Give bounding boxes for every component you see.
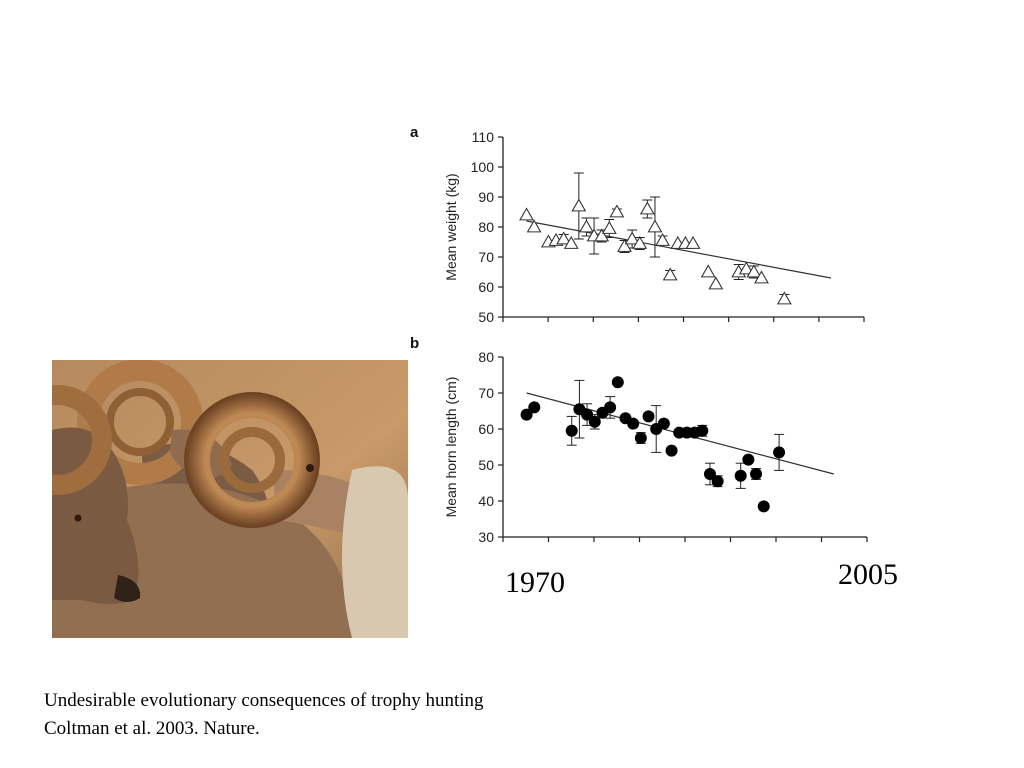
data-point-circle bbox=[742, 453, 755, 466]
panel-b-letter: b bbox=[410, 335, 419, 352]
data-point-circle bbox=[773, 446, 786, 459]
data-point-triangle bbox=[563, 235, 579, 249]
data-point-circle bbox=[627, 417, 640, 430]
panel-a-trend-line bbox=[526, 220, 832, 279]
panel-b-ylabel: Mean horn length (cm) bbox=[443, 377, 459, 518]
data-point-circle bbox=[581, 408, 594, 421]
data-point-circle bbox=[642, 410, 655, 423]
data-point-triangle bbox=[662, 267, 678, 281]
y-tick-label: 110 bbox=[472, 129, 495, 145]
data-point-triangle bbox=[738, 261, 754, 275]
data-point-circle bbox=[604, 401, 617, 414]
year-label-end: 2005 bbox=[838, 558, 898, 591]
data-point-circle bbox=[520, 408, 533, 421]
panel-b-axes bbox=[502, 357, 868, 542]
panel-a-letter: a bbox=[410, 124, 419, 141]
data-point-triangle bbox=[526, 219, 542, 233]
data-point-circle bbox=[665, 444, 678, 457]
y-tick-label: 40 bbox=[478, 493, 494, 509]
panel-a-yticks: 50 60 70 80 90 100 110 bbox=[471, 129, 503, 325]
data-point-triangle bbox=[685, 235, 701, 249]
y-tick-label: 100 bbox=[471, 159, 495, 175]
data-point-triangle bbox=[754, 270, 769, 284]
data-point-circle bbox=[565, 424, 578, 437]
bighorn-rams-photo bbox=[52, 360, 408, 638]
y-tick-label: 80 bbox=[478, 349, 494, 365]
data-point-circle bbox=[757, 500, 770, 513]
panel-b-points bbox=[520, 376, 786, 513]
data-point-triangle bbox=[609, 204, 625, 218]
data-point-circle bbox=[703, 468, 716, 480]
y-tick-label: 70 bbox=[478, 249, 494, 265]
data-point-circle bbox=[750, 468, 763, 480]
y-tick-label: 50 bbox=[478, 309, 494, 325]
data-point-triangle bbox=[700, 264, 716, 278]
data-point-circle bbox=[696, 424, 709, 437]
data-point-triangle bbox=[647, 219, 663, 233]
data-point-triangle bbox=[556, 231, 572, 245]
data-point-triangle bbox=[617, 238, 632, 252]
data-point-circle bbox=[611, 376, 624, 389]
data-point-circle bbox=[588, 415, 601, 428]
data-point-circle bbox=[634, 432, 647, 444]
data-point-triangle bbox=[639, 201, 655, 215]
data-point-circle bbox=[657, 417, 670, 430]
panel-b-horn-length: b Mean horn length (cm) 30 40 50 60 70 80 bbox=[410, 335, 868, 545]
y-tick-label: 90 bbox=[478, 189, 494, 205]
y-tick-label: 80 bbox=[478, 219, 494, 235]
caption-title: Undesirable evolutionary consequences of… bbox=[44, 690, 484, 711]
panel-a-axes bbox=[502, 137, 865, 322]
data-point-circle bbox=[528, 401, 541, 414]
year-label-start: 1970 bbox=[505, 566, 565, 599]
y-tick-label: 60 bbox=[478, 279, 494, 295]
data-point-circle bbox=[711, 475, 724, 488]
data-point-triangle bbox=[579, 219, 594, 233]
trend-line bbox=[526, 220, 832, 279]
data-point-triangle bbox=[746, 264, 762, 278]
data-point-triangle bbox=[708, 276, 724, 290]
y-tick-label: 60 bbox=[478, 421, 494, 437]
panel-a-ylabel: Mean weight (kg) bbox=[443, 173, 459, 280]
panel-b-yticks: 30 40 50 60 70 80 bbox=[478, 349, 503, 545]
data-point-triangle bbox=[571, 198, 587, 212]
y-tick-label: 30 bbox=[478, 529, 494, 545]
data-point-triangle bbox=[776, 291, 792, 305]
data-point-triangle bbox=[594, 228, 610, 242]
panel-a-points bbox=[519, 198, 792, 305]
data-point-triangle bbox=[519, 207, 534, 221]
data-point-triangle bbox=[624, 231, 640, 245]
panel-a-weight: a Mean weight (kg) 50 60 70 80 90 100 110 bbox=[410, 124, 865, 325]
data-point-circle bbox=[734, 469, 747, 482]
data-point-triangle bbox=[655, 232, 671, 246]
caption-citation: Coltman et al. 2003. Nature. bbox=[44, 718, 260, 739]
y-tick-label: 50 bbox=[478, 457, 494, 473]
data-point-triangle bbox=[601, 220, 617, 234]
data-point-triangle bbox=[632, 235, 648, 249]
y-tick-label: 70 bbox=[478, 385, 494, 401]
